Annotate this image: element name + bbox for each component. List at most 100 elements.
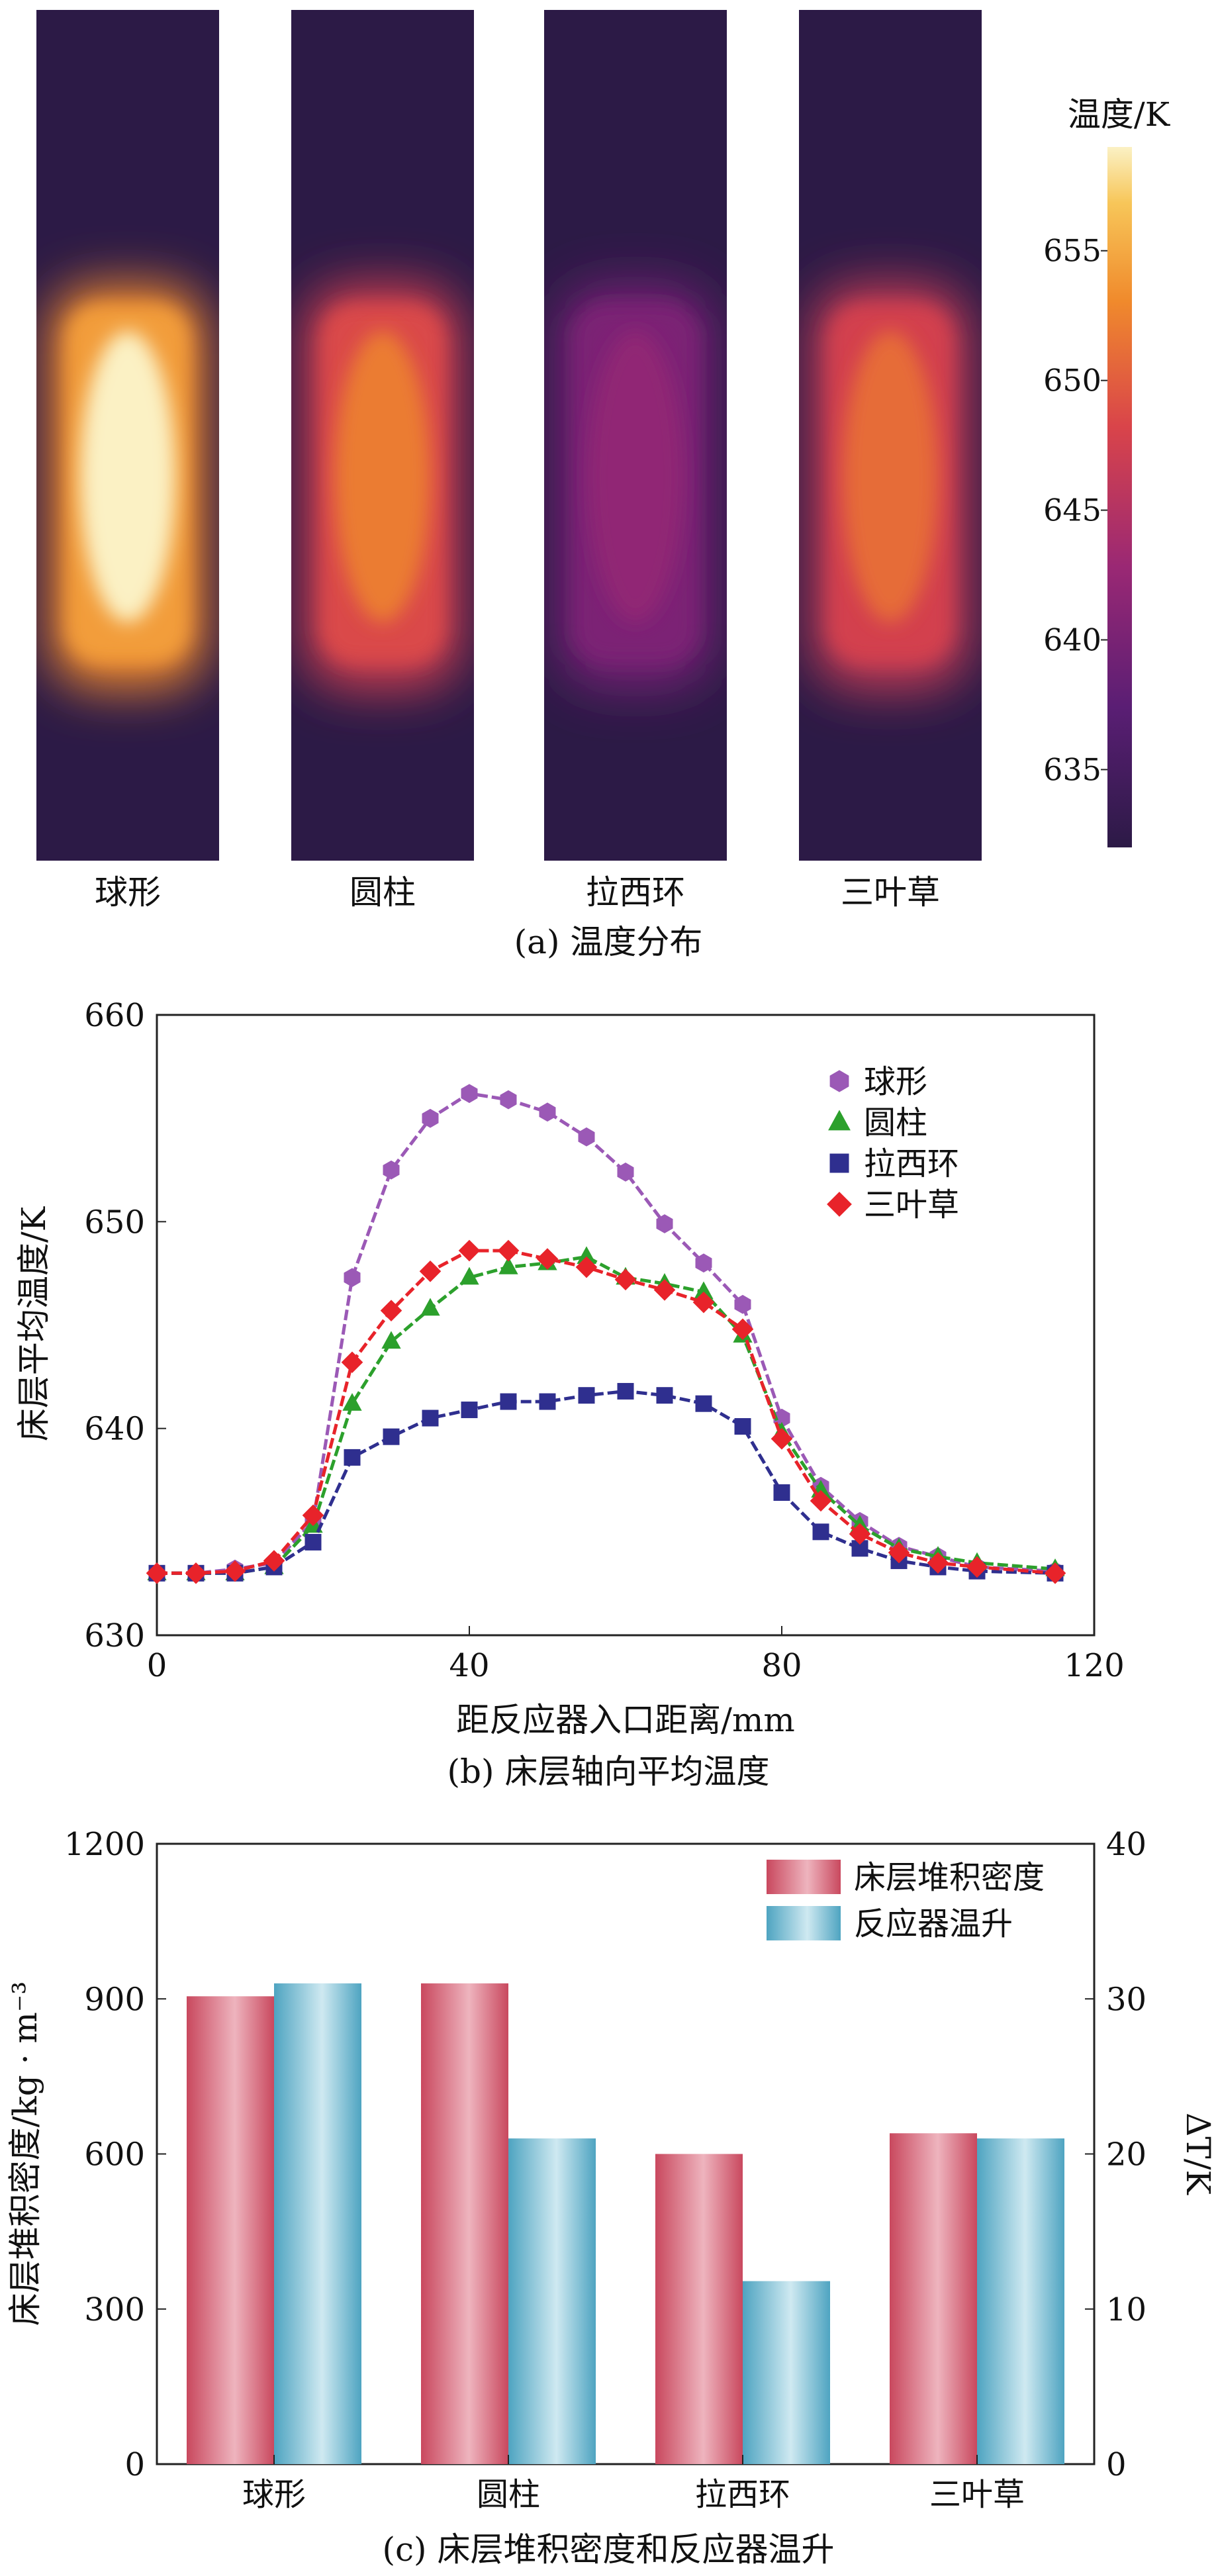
series-cylinder [147,1246,1065,1580]
heatmap-2: 圆柱 [291,10,474,912]
panel-b-caption: (b) 床层轴向平均温度 [447,1752,770,1791]
data-point [461,1402,478,1419]
left-tick-label: 900 [84,1981,145,2018]
data-point [422,1108,439,1128]
y-tick-label: 640 [84,1411,145,1448]
left-tick-label: 1200 [64,1826,145,1863]
x-tick-label: 0 [147,1647,167,1684]
x-tick-label: 40 [449,1647,489,1684]
data-point [812,1523,829,1541]
data-point [381,1331,401,1349]
heatmap-label: 圆柱 [350,873,416,912]
left-tick-label: 300 [84,2291,145,2328]
left-tick-label: 600 [84,2136,145,2173]
colorbar-title: 温度/K [1068,95,1171,134]
series-trilobe [146,1239,1066,1584]
data-point [695,1395,712,1412]
data-point [304,1533,322,1550]
legend-entry-sphere: 球形 [829,1063,927,1100]
bar-bar_density [421,1983,508,2464]
colorbar-tick-label: 650 [1043,363,1101,399]
bar-bar_temp [977,2138,1064,2464]
legend-entry-raschig: 拉西环 [829,1145,959,1182]
data-point [773,1484,790,1501]
data-point [828,1110,851,1131]
data-point [419,1260,442,1282]
data-point [827,1192,852,1217]
data-point [500,1393,517,1410]
panel-c-caption: (c) 床层堆积密度和反应器温升 [383,2530,835,2569]
data-point [458,1239,481,1262]
heatmap-core [80,331,175,622]
bar-bar_temp [508,2138,596,2464]
heatmap-columns: 球形 圆柱 拉西环 三叶草 [36,10,982,912]
data-point [500,1090,517,1110]
series-line [157,1249,1056,1575]
legend-entry-trilobe: 三叶草 [827,1186,959,1223]
y-tick-label: 650 [84,1204,145,1241]
data-point [536,1248,559,1270]
data-point [461,1084,478,1104]
data-point [498,1257,518,1274]
line-x-axis-label: 距反应器入口距离/mm [456,1701,795,1739]
bar-axis-ticks: 球形 圆柱 拉西环 三叶草 0 300 600 900 1200 0 10 20 30 40 [64,1826,1146,2513]
data-point [888,1541,910,1564]
heatmap-label: 三叶草 [841,873,940,912]
legend-label: 反应器温升 [854,1905,1013,1942]
data-point [849,1523,871,1545]
line-axis-ticks: 0 40 80 120 630 640 650 660 [84,997,1124,1684]
y-tick-label: 660 [84,997,145,1034]
bar-right-axis-label: ΔT/K [1179,2113,1216,2195]
data-point [302,1504,324,1527]
line-series-group [146,1084,1066,1584]
data-point [695,1253,712,1273]
heatmap-core [843,331,938,622]
legend-entry-bar_density: 床层堆积密度 [767,1859,1045,1896]
x-tick-label: 80 [761,1647,802,1684]
line-y-axis-label: 床层平均温度/K [15,1206,53,1441]
heatmap-label: 拉西环 [586,873,685,912]
data-point [146,1562,168,1584]
data-point [185,1562,207,1584]
data-point [459,1266,479,1285]
right-tick-label: 40 [1106,1826,1146,1863]
colorbar-tick-label: 645 [1043,493,1101,528]
data-point [575,1256,598,1278]
right-tick-label: 20 [1106,2136,1146,2173]
bar-bar_density [187,1996,274,2464]
data-point [653,1279,676,1301]
colorbar [1107,147,1132,847]
data-point [829,1153,849,1173]
data-point [539,1393,556,1410]
category-label: 圆柱 [477,2476,540,2513]
data-point [810,1490,832,1512]
heatmap-4: 三叶草 [799,10,982,912]
data-point [497,1239,520,1262]
category-label: 三叶草 [929,2476,1025,2513]
heatmap-1: 球形 [36,10,219,912]
data-point [344,1268,361,1288]
legend-label: 拉西环 [864,1145,959,1182]
data-point [1044,1562,1066,1584]
right-tick-label: 10 [1106,2291,1146,2328]
right-tick-label: 30 [1106,1981,1146,2018]
left-tick-label: 0 [124,2446,145,2483]
data-point [344,1449,361,1466]
data-point [771,1427,793,1450]
data-point [263,1550,285,1572]
data-point [656,1387,673,1404]
legend-swatch [767,1860,841,1894]
data-point [966,1556,988,1578]
data-point [578,1127,595,1147]
data-point [383,1160,400,1180]
bar-left-axis-label: 床层堆积密度/kg · m⁻³ [6,1981,44,2326]
right-tick-label: 0 [1106,2446,1127,2483]
line-plot-frame [156,1014,1096,1637]
series-line [157,1389,1056,1575]
colorbar-ticks: 655 650 645 640 635 [1043,233,1107,787]
bar-bar_temp [743,2281,830,2464]
heatmap-core [588,331,683,622]
data-point [422,1409,439,1427]
